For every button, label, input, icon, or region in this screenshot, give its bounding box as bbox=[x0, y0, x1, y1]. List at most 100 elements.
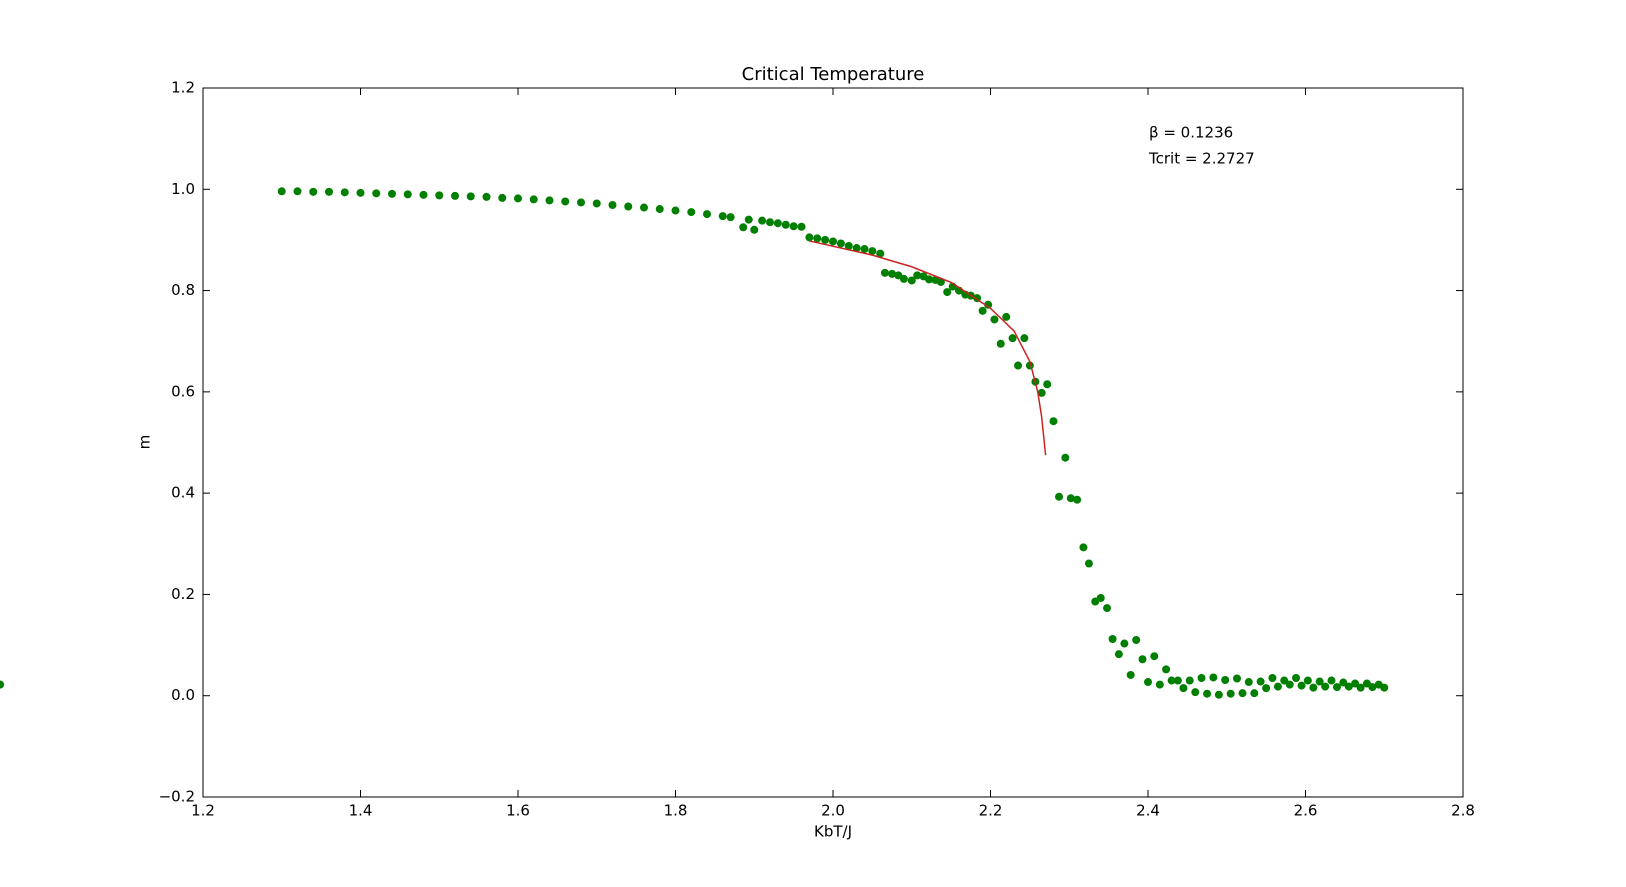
point bbox=[913, 271, 922, 280]
point bbox=[1108, 634, 1117, 643]
y-tick-label: 1.2 bbox=[171, 79, 195, 97]
point bbox=[1380, 683, 1389, 692]
point bbox=[1244, 678, 1253, 687]
point bbox=[1226, 689, 1235, 698]
point bbox=[726, 213, 735, 222]
point bbox=[1315, 677, 1324, 686]
point bbox=[1014, 361, 1023, 370]
point bbox=[1303, 676, 1312, 685]
point bbox=[277, 187, 286, 196]
point bbox=[1256, 677, 1265, 686]
point bbox=[655, 205, 664, 214]
point bbox=[1297, 681, 1306, 690]
point bbox=[984, 300, 993, 309]
point bbox=[844, 242, 853, 251]
point bbox=[1055, 492, 1064, 501]
point bbox=[687, 208, 696, 217]
point bbox=[907, 276, 916, 285]
x-tick-label: 1.4 bbox=[349, 802, 373, 820]
y-tick-label: 1.0 bbox=[171, 180, 195, 198]
point bbox=[1197, 673, 1206, 682]
point bbox=[880, 268, 889, 277]
point bbox=[813, 234, 822, 243]
point bbox=[1333, 683, 1341, 692]
y-tick-label: 0.4 bbox=[171, 484, 195, 502]
point bbox=[925, 275, 934, 284]
point bbox=[545, 196, 554, 205]
fit-line bbox=[809, 240, 1047, 456]
point bbox=[1309, 683, 1318, 692]
point bbox=[325, 187, 333, 196]
point bbox=[1020, 334, 1029, 343]
point bbox=[744, 215, 753, 224]
point bbox=[1262, 684, 1271, 693]
point bbox=[561, 197, 570, 206]
point bbox=[718, 212, 727, 221]
point bbox=[789, 222, 798, 231]
x-tick-label: 2.0 bbox=[821, 802, 845, 820]
point bbox=[750, 225, 759, 234]
point bbox=[1084, 559, 1093, 568]
point bbox=[1008, 334, 1017, 343]
point bbox=[1209, 673, 1218, 682]
point bbox=[1144, 678, 1152, 687]
point bbox=[1268, 673, 1277, 682]
point bbox=[860, 245, 869, 254]
point bbox=[1138, 655, 1147, 664]
point bbox=[1162, 665, 1171, 674]
point bbox=[1179, 684, 1188, 693]
point bbox=[1061, 453, 1070, 462]
point bbox=[868, 247, 877, 256]
x-tick-label: 1.6 bbox=[506, 802, 530, 820]
point bbox=[1079, 543, 1088, 552]
point bbox=[1221, 676, 1230, 685]
point bbox=[1096, 593, 1105, 602]
x-tick-label: 2.4 bbox=[1136, 802, 1160, 820]
y-axis-label: m bbox=[136, 435, 154, 450]
point bbox=[1002, 312, 1011, 321]
point bbox=[529, 195, 538, 204]
point bbox=[1049, 417, 1058, 426]
annotation: β = 0.1236 bbox=[1149, 124, 1233, 142]
point bbox=[821, 235, 830, 244]
point bbox=[1292, 673, 1301, 682]
point bbox=[624, 202, 633, 211]
point bbox=[514, 194, 522, 203]
y-tick-label: 0.8 bbox=[171, 281, 195, 299]
point bbox=[340, 188, 349, 197]
point bbox=[978, 306, 987, 315]
point bbox=[805, 233, 814, 242]
y-tick-label: 0.2 bbox=[171, 585, 195, 603]
point bbox=[0, 680, 4, 689]
point bbox=[1173, 676, 1182, 685]
point bbox=[797, 222, 806, 231]
x-tick-label: 1.8 bbox=[664, 802, 688, 820]
point bbox=[1250, 689, 1259, 698]
x-tick-label: 2.2 bbox=[979, 802, 1003, 820]
y-tick-label: −0.2 bbox=[159, 788, 195, 806]
point bbox=[482, 192, 491, 201]
point bbox=[829, 237, 837, 246]
point bbox=[1191, 688, 1200, 697]
point bbox=[388, 189, 396, 198]
point bbox=[592, 199, 601, 208]
point bbox=[498, 193, 507, 202]
point bbox=[1120, 639, 1129, 648]
point bbox=[888, 269, 897, 278]
point bbox=[1167, 676, 1176, 685]
point bbox=[1356, 683, 1365, 692]
point bbox=[766, 218, 774, 227]
point bbox=[640, 203, 648, 212]
x-tick-label: 1.2 bbox=[191, 802, 215, 820]
x-tick-label: 2.8 bbox=[1451, 802, 1475, 820]
point bbox=[1185, 676, 1194, 685]
plot-frame bbox=[202, 87, 1464, 798]
annotation: Tcrit = 2.2727 bbox=[1148, 150, 1255, 168]
point bbox=[1280, 676, 1289, 685]
point bbox=[1155, 680, 1164, 689]
point bbox=[671, 206, 680, 215]
point bbox=[1037, 388, 1046, 397]
point bbox=[876, 249, 885, 258]
